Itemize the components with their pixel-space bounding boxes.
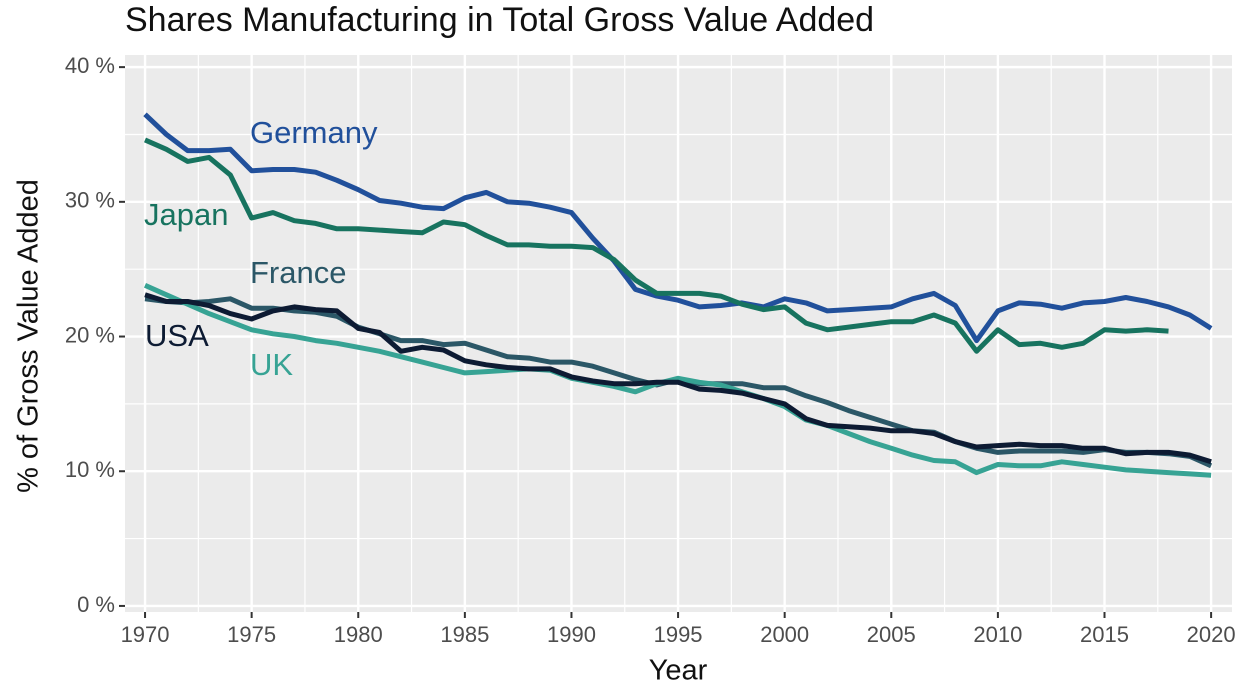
x-tick-label: 1980 — [334, 622, 383, 647]
x-tick-label: 2015 — [1080, 622, 1129, 647]
x-tick-label: 2010 — [973, 622, 1022, 647]
series-line — [144, 292, 1212, 465]
series-label: USA — [145, 318, 209, 353]
series-label: UK — [250, 347, 293, 382]
series-label: Germany — [250, 115, 378, 150]
x-axis-label: Year — [649, 655, 708, 687]
x-tick-label: 1970 — [121, 622, 170, 647]
y-tick-label: 20 % — [65, 322, 115, 347]
x-tick-label: 2000 — [760, 622, 809, 647]
series-label: France — [250, 255, 346, 290]
x-tick-label: 1975 — [227, 622, 276, 647]
y-tick-label: 0 % — [77, 592, 115, 617]
series-label: Japan — [144, 197, 228, 232]
series-line — [143, 137, 1169, 354]
y-tick-label: 10 % — [65, 457, 115, 482]
x-tick-label: 2020 — [1187, 622, 1236, 647]
y-tick-label: 30 % — [65, 188, 115, 213]
series-line — [143, 283, 1212, 478]
x-tick-label: 1985 — [440, 622, 489, 647]
chart-title: Shares Manufacturing in Total Gross Valu… — [125, 1, 874, 39]
x-tick-label: 2005 — [867, 622, 916, 647]
series-line — [143, 112, 1213, 344]
y-tick-label: 40 % — [65, 53, 115, 78]
x-tick-label: 1995 — [654, 622, 703, 647]
x-tick-label: 1990 — [547, 622, 596, 647]
y-axis-label: % of Gross Value Added — [13, 179, 45, 493]
